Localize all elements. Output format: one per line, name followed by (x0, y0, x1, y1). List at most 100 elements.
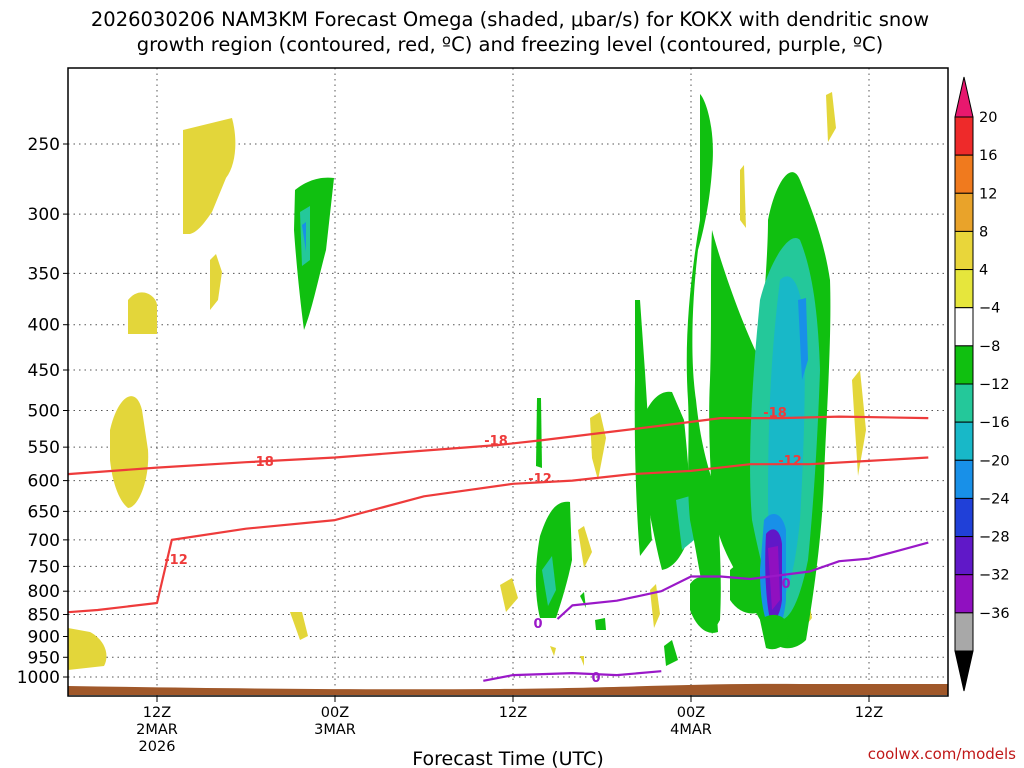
omega-region (798, 298, 808, 380)
colorbar-label: −20 (979, 453, 1010, 469)
y-tick-label: 500 (28, 402, 60, 422)
colorbar-label: −4 (979, 301, 1000, 317)
colorbar-label: −12 (979, 377, 1010, 393)
colorbar-bottom-arrow (954, 650, 974, 692)
omega-region (580, 592, 586, 608)
colorbar-label: −32 (979, 568, 1010, 584)
colorbar-label: −8 (979, 339, 1000, 355)
omega-region (578, 526, 592, 568)
omega-region (650, 584, 660, 628)
omega-region (542, 556, 556, 606)
x-tick-label: 00Z (677, 705, 705, 721)
omega-region (760, 614, 790, 650)
colorbar-band (954, 345, 974, 385)
contour-label: -12 (778, 454, 802, 469)
contour-label: -12 (164, 553, 188, 568)
omega-region (580, 656, 584, 666)
omega-shading (68, 92, 866, 670)
colorbar: 20 16 12 8 4 −4 −8 −12 −16 −20 −24 −28 −32 −36 (954, 76, 1010, 692)
x-tick-label: 4MAR (670, 722, 712, 738)
omega-region (730, 562, 760, 614)
omega-region (183, 118, 236, 234)
contour-label: 0 (781, 577, 790, 592)
omega-region (852, 370, 866, 476)
omega-region (595, 618, 606, 630)
colorbar-band (954, 269, 974, 309)
colorbar-band (954, 230, 974, 271)
colorbar-band (954, 536, 974, 576)
y-tick-label: 650 (28, 502, 60, 522)
colorbar-label: −28 (979, 530, 1010, 546)
colorbar-label: 8 (979, 224, 988, 240)
contour-label: -18 (484, 434, 508, 449)
colorbar-label: 12 (979, 186, 997, 202)
colorbar-band (954, 307, 974, 347)
x-tick-label: 00Z (321, 705, 349, 721)
surface-terrain (68, 683, 948, 695)
y-tick-label: 550 (28, 438, 60, 458)
y-tick-label: 950 (28, 648, 60, 668)
omega-region (664, 640, 678, 666)
omega-region (302, 222, 306, 252)
omega-region (500, 578, 518, 612)
y-tick-label: 300 (28, 205, 60, 225)
y-tick-label: 900 (28, 627, 60, 647)
omega-region (128, 292, 157, 334)
x-tick-label: 3MAR (314, 722, 356, 738)
colorbar-label: 20 (979, 110, 997, 126)
y-tick-label: 250 (28, 135, 60, 155)
y-tick-label: 600 (28, 472, 60, 492)
y-axis-ticks: 2503003504004505005506006507007508008509… (17, 135, 68, 688)
colorbar-band (954, 612, 974, 652)
surface-layer (68, 683, 948, 695)
y-tick-label: 800 (28, 582, 60, 602)
colorbar-label: −16 (979, 415, 1010, 431)
colorbar-label: 4 (979, 263, 988, 279)
colorbar-band (954, 154, 974, 194)
y-tick-label: 400 (28, 316, 60, 336)
chart-title-line-2: growth region (contoured, red, ºC) and f… (137, 33, 884, 56)
omega-region (826, 92, 836, 142)
contour-label: -18 (250, 455, 274, 470)
omega-region (768, 546, 780, 610)
omega-region (68, 628, 107, 670)
plot-frame (67, 67, 949, 697)
colorbar-band (954, 421, 974, 461)
omega-region (740, 165, 746, 228)
omega-region (294, 177, 334, 330)
colorbar-label: −24 (979, 491, 1010, 507)
x-tick-label: 12Z (855, 705, 883, 721)
temperature-contours: -18 -18 -18 -12 -12 -12 0 0 0 (67, 406, 929, 686)
contour-label: 0 (591, 671, 600, 686)
x-tick-label: 2026 (139, 739, 176, 755)
contour-line (483, 670, 662, 682)
x-tick-label: 2MAR (136, 722, 178, 738)
contour-label: -12 (528, 472, 552, 487)
colorbar-label: 16 (979, 148, 997, 164)
contour-line (67, 456, 929, 614)
y-tick-label: 450 (28, 361, 60, 381)
credit-text: coolwx.com/models (868, 745, 1016, 763)
contour-line (67, 415, 929, 476)
y-tick-label: 850 (28, 606, 60, 626)
y-tick-label: 750 (28, 557, 60, 577)
colorbar-band (954, 574, 974, 614)
y-tick-label: 1000 (17, 668, 60, 688)
colorbar-band (954, 497, 974, 538)
x-tick-label: 12Z (499, 705, 527, 721)
y-tick-label: 700 (28, 531, 60, 551)
omega-region (536, 398, 542, 468)
y-tick-label: 350 (28, 264, 60, 284)
omega-region (690, 577, 718, 633)
x-axis-label: Forecast Time (UTC) (412, 748, 603, 768)
omega-region (590, 412, 606, 480)
omega-region (290, 612, 308, 640)
omega-region (550, 646, 556, 656)
omega-region (535, 501, 572, 618)
omega-region (210, 254, 222, 310)
omega-region (110, 396, 149, 508)
colorbar-label: −36 (979, 606, 1010, 622)
colorbar-band (954, 383, 974, 423)
